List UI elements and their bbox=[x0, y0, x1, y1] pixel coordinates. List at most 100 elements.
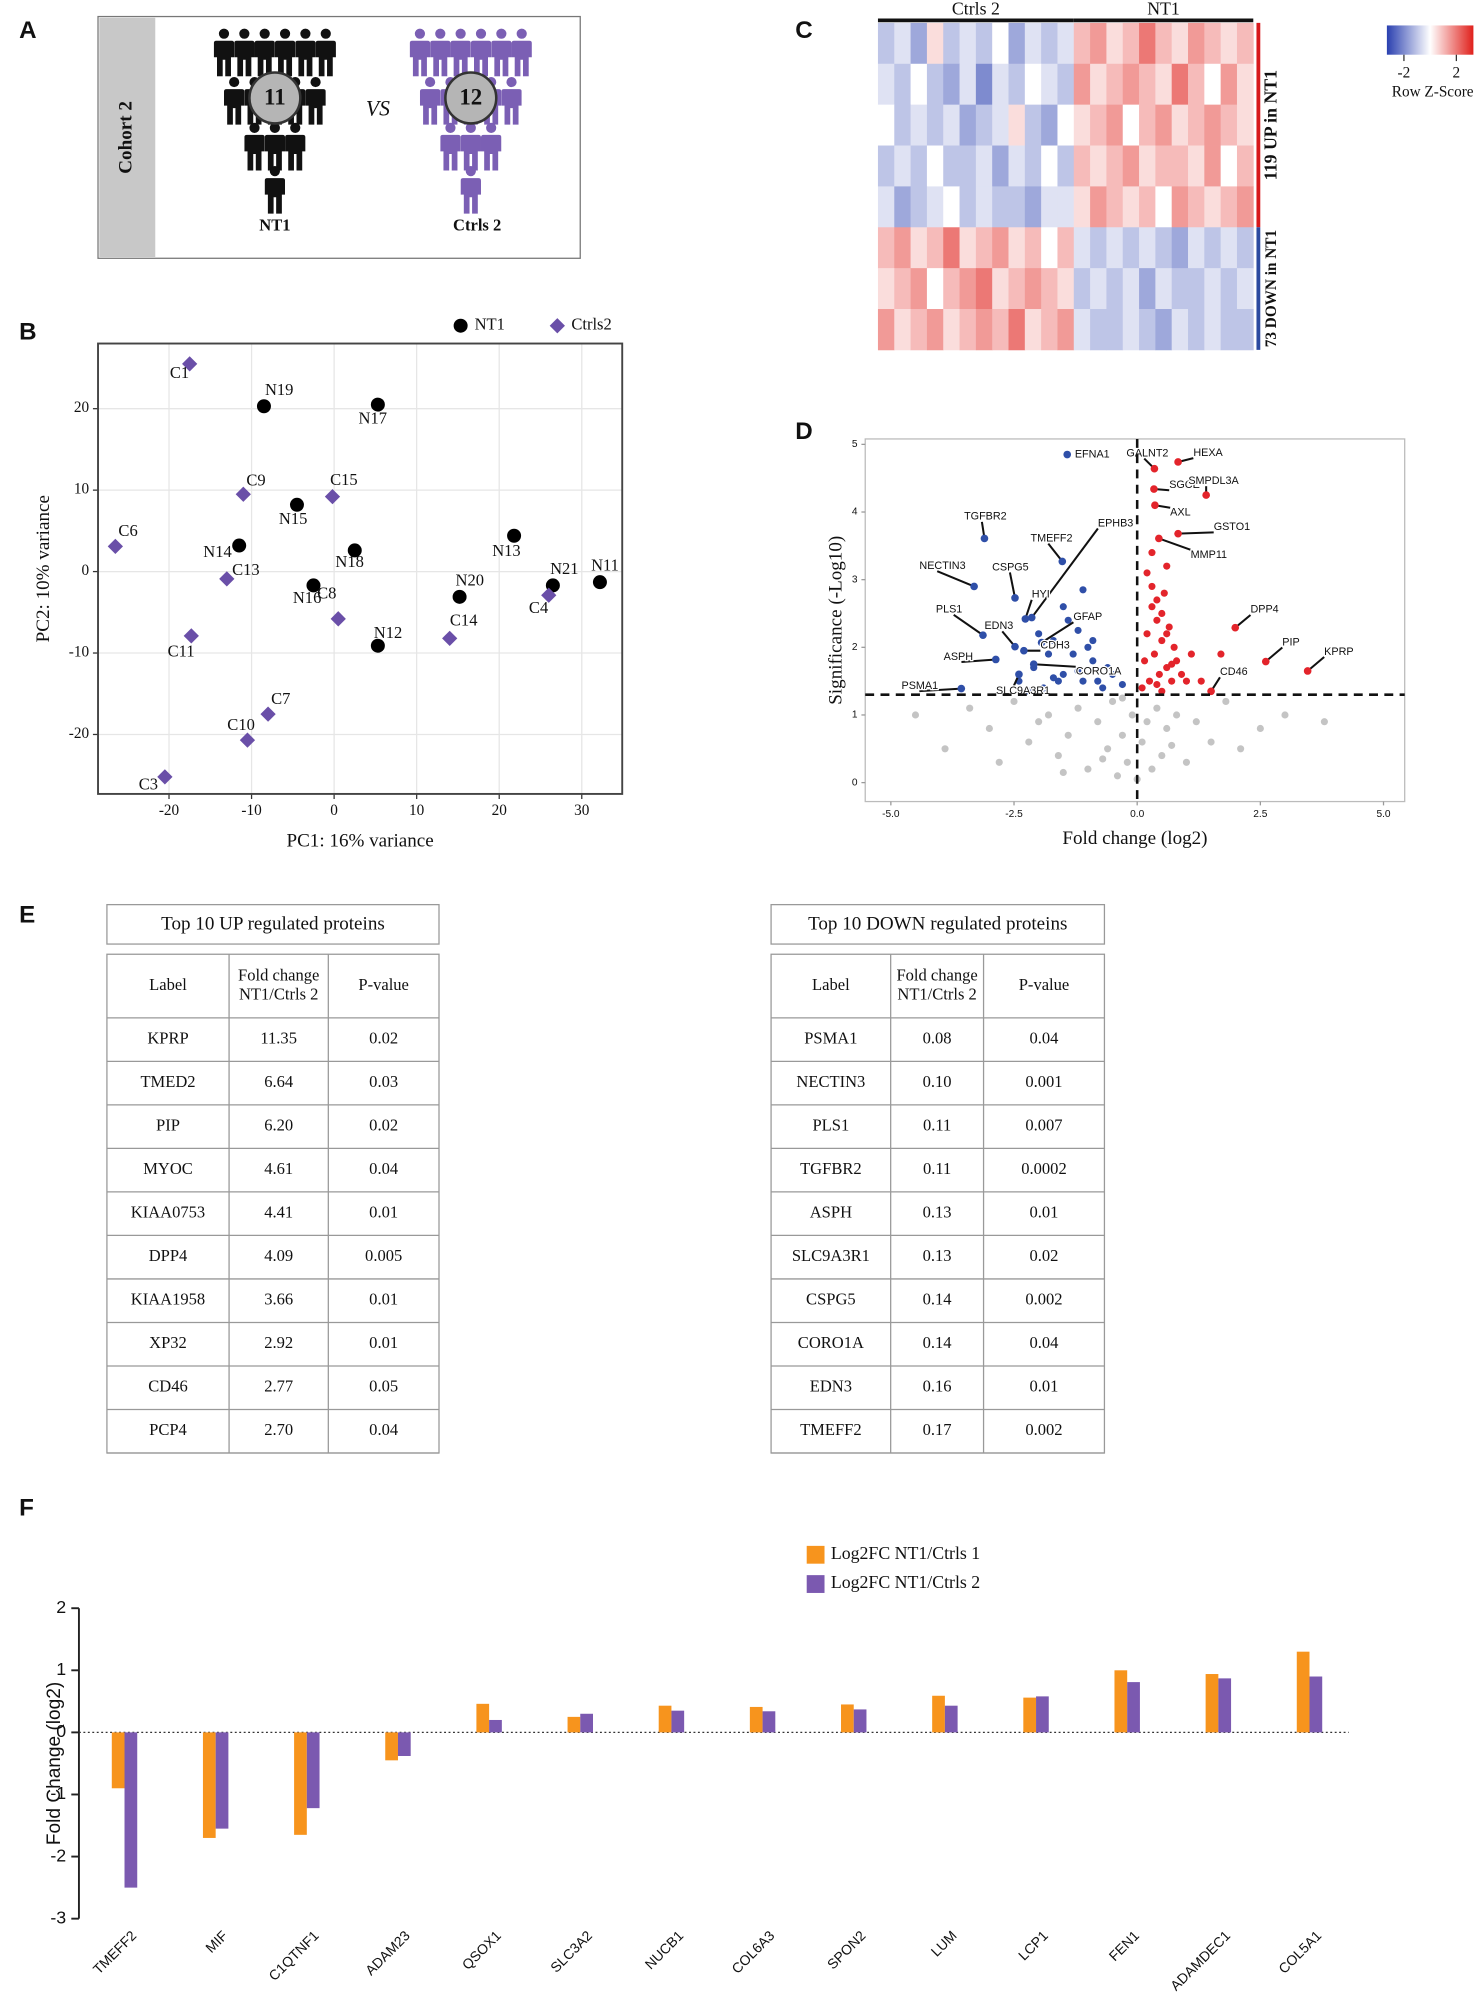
point bbox=[1074, 667, 1082, 675]
table-cell: 0.01 bbox=[1030, 1377, 1059, 1396]
point bbox=[507, 528, 522, 543]
annotated-point bbox=[1029, 660, 1038, 669]
point bbox=[1163, 562, 1171, 570]
heatmap-cell bbox=[975, 145, 993, 187]
point bbox=[1035, 718, 1043, 726]
point bbox=[1187, 650, 1195, 658]
row-group-label: 119 UP in NT1 bbox=[1260, 70, 1280, 180]
point bbox=[1074, 704, 1082, 712]
table-cell: 0.01 bbox=[369, 1333, 398, 1352]
bar bbox=[762, 1711, 776, 1733]
heatmap-cell bbox=[1073, 268, 1091, 310]
point bbox=[1143, 569, 1151, 577]
point-label: N14 bbox=[203, 542, 231, 561]
heatmap-cell bbox=[1122, 268, 1140, 310]
y-tick-label: 2 bbox=[852, 642, 858, 653]
point bbox=[1059, 670, 1067, 678]
table-cell: TMED2 bbox=[140, 1072, 195, 1091]
heatmap-cell bbox=[1008, 186, 1026, 228]
heatmap-cell bbox=[910, 145, 928, 187]
heatmap-cell bbox=[959, 268, 977, 310]
annotation-label: CDH3 bbox=[1040, 639, 1069, 651]
heatmap-cell bbox=[1236, 22, 1254, 65]
point-label: C4 bbox=[529, 598, 548, 617]
point bbox=[1163, 724, 1171, 733]
heatmap-cell bbox=[1139, 63, 1156, 106]
heatmap-cell bbox=[1236, 104, 1254, 146]
point bbox=[1158, 636, 1166, 645]
point bbox=[1118, 680, 1126, 689]
heatmap-cell bbox=[1155, 268, 1173, 310]
heatmap-cell bbox=[894, 104, 911, 146]
x-tick-label: -2.5 bbox=[1005, 809, 1023, 820]
annotation-label: ASPH bbox=[944, 651, 973, 663]
table-cell: 0.05 bbox=[369, 1377, 398, 1396]
point-label: N15 bbox=[279, 509, 307, 528]
point bbox=[1168, 660, 1176, 668]
heatmap-cell bbox=[1188, 227, 1205, 269]
table-cell: 6.20 bbox=[264, 1115, 293, 1134]
row-group-label: 73 DOWN in NT1 bbox=[1263, 230, 1280, 347]
heatmap-cell bbox=[959, 22, 977, 65]
heatmap-cell bbox=[1008, 63, 1026, 106]
heatmap-cell bbox=[1188, 309, 1205, 351]
heatmap-cell bbox=[1090, 104, 1107, 146]
heatmap-cell bbox=[926, 268, 944, 310]
point bbox=[1153, 596, 1161, 604]
table-cell: MYOC bbox=[143, 1159, 193, 1178]
annotation-label: DPP4 bbox=[1250, 604, 1278, 616]
cohort-name: Cohort 2 bbox=[116, 101, 137, 174]
table-cell: ASPH bbox=[810, 1202, 852, 1221]
heatmap-cell bbox=[1090, 145, 1107, 187]
point bbox=[1145, 677, 1154, 685]
heatmap-cell bbox=[975, 268, 993, 310]
point bbox=[289, 497, 304, 512]
heatmap-cell bbox=[1073, 22, 1091, 65]
heatmap-cell bbox=[1171, 186, 1189, 228]
point-label: C8 bbox=[317, 583, 336, 602]
bar bbox=[749, 1706, 763, 1733]
panel-label: C bbox=[795, 17, 812, 44]
table-cell: PSMA1 bbox=[804, 1028, 857, 1047]
x-tick-label: 5.0 bbox=[1376, 809, 1390, 820]
heatmap-cell bbox=[1008, 227, 1026, 269]
table-title: Top 10 UP regulated proteins bbox=[161, 913, 385, 934]
table-cell: 0.08 bbox=[923, 1028, 952, 1047]
heatmap-cell bbox=[877, 309, 895, 351]
y-tick-label: 4 bbox=[852, 507, 858, 518]
heatmap-cell bbox=[1139, 145, 1156, 187]
heatmap-cell bbox=[1220, 104, 1238, 146]
heatmap-cell bbox=[1139, 186, 1156, 228]
bar bbox=[1114, 1670, 1128, 1733]
table-cell: 0.14 bbox=[923, 1289, 952, 1308]
annotated-point bbox=[1151, 501, 1159, 510]
legend-label: Log2FC NT1/Ctrls 1 bbox=[831, 1543, 980, 1563]
panel-label: A bbox=[19, 17, 36, 44]
point bbox=[370, 638, 385, 653]
annotated-point bbox=[1037, 638, 1046, 647]
heatmap-cell bbox=[1008, 145, 1026, 187]
panel-label: D bbox=[795, 418, 812, 445]
heatmap-cell bbox=[943, 104, 960, 146]
table-cell: 0.04 bbox=[1030, 1028, 1059, 1047]
point bbox=[1049, 674, 1057, 682]
point bbox=[1104, 745, 1112, 753]
table-cell: NECTIN3 bbox=[796, 1072, 865, 1091]
heatmap-cell bbox=[1024, 268, 1042, 310]
heatmap-cell bbox=[877, 227, 895, 269]
heatmap-cell bbox=[1155, 63, 1173, 106]
heatmap-cell bbox=[910, 22, 928, 65]
heatmap-cell bbox=[910, 63, 928, 106]
table-cell: KIAA0753 bbox=[131, 1202, 205, 1221]
heatmap-cell bbox=[1204, 63, 1222, 106]
table-cell: TMEFF2 bbox=[800, 1420, 862, 1439]
point bbox=[1150, 650, 1158, 658]
legend-label: Ctrls2 bbox=[571, 315, 611, 334]
table-header: NT1/Ctrls 2 bbox=[897, 984, 976, 1003]
point bbox=[1044, 711, 1053, 719]
table-cell: 0.01 bbox=[1030, 1202, 1059, 1221]
point bbox=[1035, 630, 1043, 638]
bar bbox=[580, 1713, 594, 1733]
